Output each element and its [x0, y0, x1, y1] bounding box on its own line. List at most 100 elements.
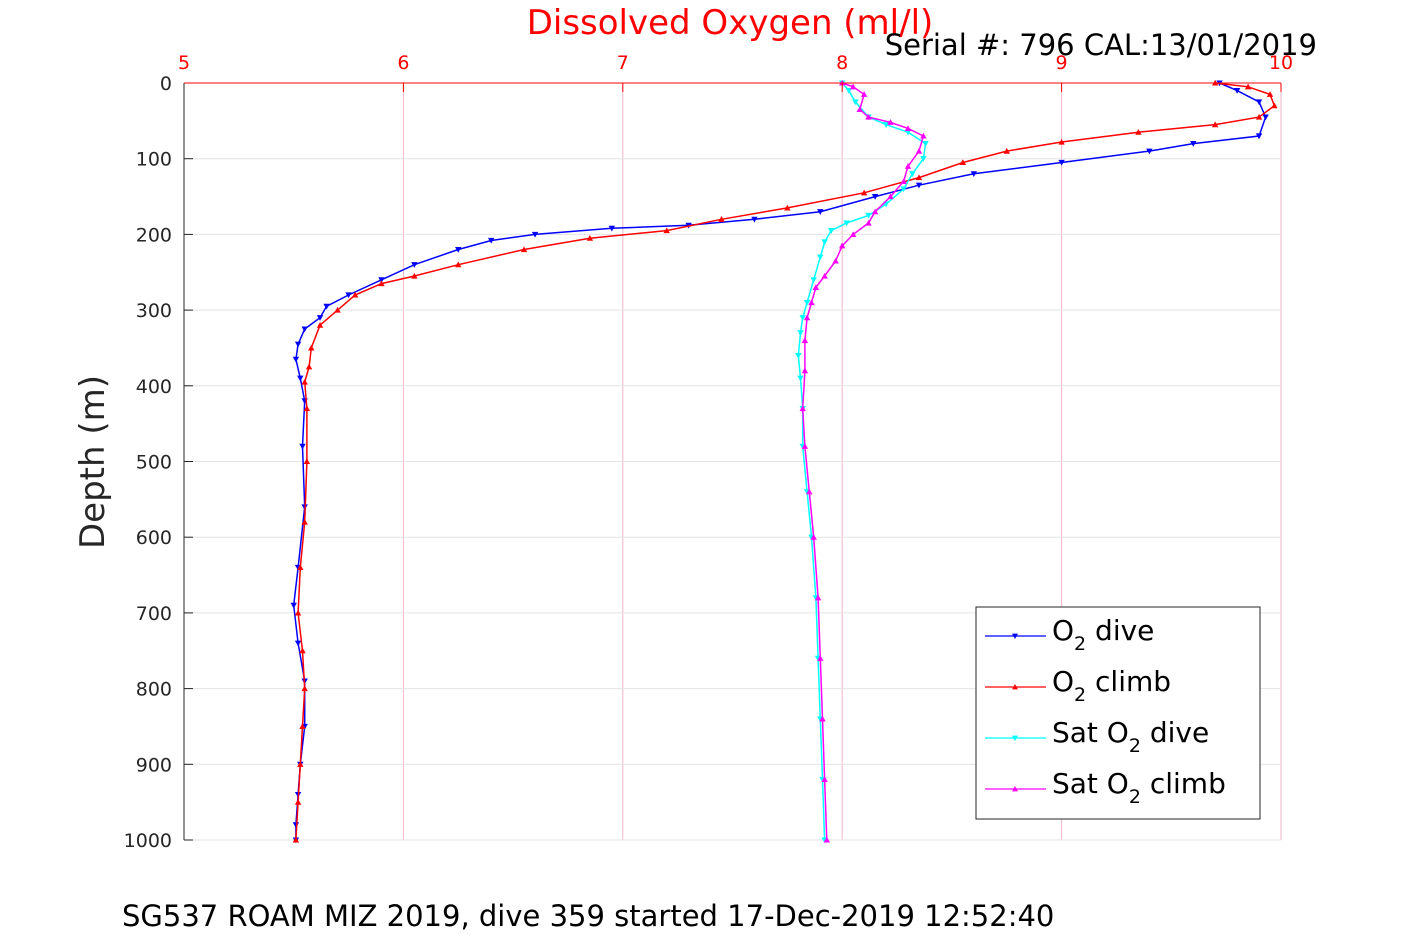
data-point	[904, 129, 912, 136]
data-point	[839, 242, 846, 249]
y-tick-label: 400	[136, 376, 172, 398]
data-point	[1058, 159, 1065, 166]
data-point	[1003, 147, 1010, 154]
data-point	[797, 375, 804, 382]
data-point	[795, 352, 802, 359]
data-point	[1255, 99, 1263, 106]
data-point	[797, 330, 804, 337]
legend-swatch-marker	[1012, 684, 1018, 690]
y-tick-label: 600	[136, 527, 172, 549]
data-point	[915, 182, 923, 189]
data-point	[294, 341, 302, 348]
data-point	[1255, 133, 1263, 140]
legend-swatch-marker	[1012, 786, 1018, 792]
data-point	[351, 291, 359, 298]
legend-entry: Sat O2 climb	[985, 767, 1226, 808]
data-point	[1271, 102, 1278, 109]
data-point	[922, 141, 929, 147]
data-point	[608, 225, 616, 232]
data-point	[843, 220, 850, 227]
y-tick-label: 700	[136, 603, 172, 625]
data-point	[801, 443, 809, 449]
data-point	[856, 106, 863, 113]
data-point	[299, 443, 306, 450]
x-tick-labels: 5 6 7 8 9 10	[178, 52, 1293, 74]
data-point	[297, 564, 304, 571]
data-point	[455, 246, 462, 253]
data-point	[308, 344, 315, 351]
legend-label-suffix: dive	[1141, 716, 1209, 749]
data-point	[803, 299, 811, 306]
data-point	[887, 119, 894, 125]
legend-entry: O2 climb	[985, 665, 1171, 706]
legend-label-main: Sat O	[1052, 716, 1129, 749]
series-sat-o2-dive	[795, 80, 929, 844]
data-point	[915, 147, 923, 154]
data-point	[810, 534, 817, 540]
data-point	[303, 458, 311, 465]
legend-label-suffix: climb	[1141, 767, 1226, 800]
data-point	[378, 277, 385, 284]
y-tick-labels: 0 100 200 300 400 500 600 700 800 900 1000	[124, 73, 172, 852]
data-point	[959, 159, 967, 166]
data-point	[1211, 121, 1219, 128]
data-point	[455, 261, 462, 268]
x-tick-label: 6	[397, 52, 409, 74]
y-axis-label: Depth (m)	[73, 375, 113, 549]
data-point	[1244, 83, 1252, 90]
data-point	[297, 375, 304, 382]
data-point	[378, 280, 385, 287]
data-point	[828, 228, 835, 234]
legend-label-main: O	[1052, 614, 1074, 647]
data-point	[1190, 141, 1197, 147]
chart-title: Dissolved Oxygen (ml/l)	[527, 3, 934, 43]
data-point	[345, 292, 352, 299]
x-tick-label: 9	[1056, 52, 1068, 74]
x-tick-label: 10	[1269, 52, 1293, 74]
data-point	[294, 798, 302, 805]
y-tick-label: 900	[136, 754, 172, 776]
data-point	[316, 322, 324, 328]
data-point	[904, 163, 912, 169]
y-tick-label: 0	[160, 73, 172, 95]
data-point	[316, 315, 324, 321]
y-tick-label: 300	[136, 300, 172, 322]
data-point	[860, 189, 868, 196]
data-point	[887, 193, 894, 200]
data-point	[586, 234, 594, 241]
data-point	[1058, 138, 1065, 145]
data-point	[1266, 91, 1274, 97]
data-point	[817, 254, 824, 261]
data-point	[411, 272, 418, 279]
data-point	[915, 174, 923, 181]
data-point	[817, 209, 824, 215]
data-point	[803, 314, 811, 321]
legend-label-suffix: dive	[1086, 614, 1154, 647]
y-tick-label: 100	[136, 149, 172, 171]
data-point	[900, 186, 907, 193]
series-line	[801, 82, 925, 841]
data-point	[799, 405, 806, 412]
data-point	[817, 655, 824, 661]
dive-info-footer: SG537 ROAM MIZ 2019, dive 359 started 17…	[122, 899, 1054, 933]
data-point	[801, 367, 809, 374]
data-point	[303, 405, 311, 412]
data-point	[411, 262, 418, 268]
data-point	[806, 488, 813, 495]
x-tick-label: 7	[617, 52, 629, 74]
data-point	[871, 208, 879, 215]
legend-swatch-marker	[1012, 735, 1018, 741]
data-point	[860, 91, 868, 97]
series-layer	[290, 79, 1278, 844]
data-point	[1255, 113, 1263, 120]
data-point	[821, 239, 828, 246]
y-tick-label: 200	[136, 224, 172, 246]
y-tick-label: 500	[136, 452, 172, 474]
series-o2-climb	[292, 79, 1278, 843]
data-point	[882, 122, 890, 128]
legend-label-suffix: climb	[1086, 665, 1171, 698]
serial-calibration-label: Serial #: 796 CAL:13/01/2019	[885, 28, 1317, 62]
data-point	[751, 216, 758, 223]
data-point	[871, 193, 879, 200]
